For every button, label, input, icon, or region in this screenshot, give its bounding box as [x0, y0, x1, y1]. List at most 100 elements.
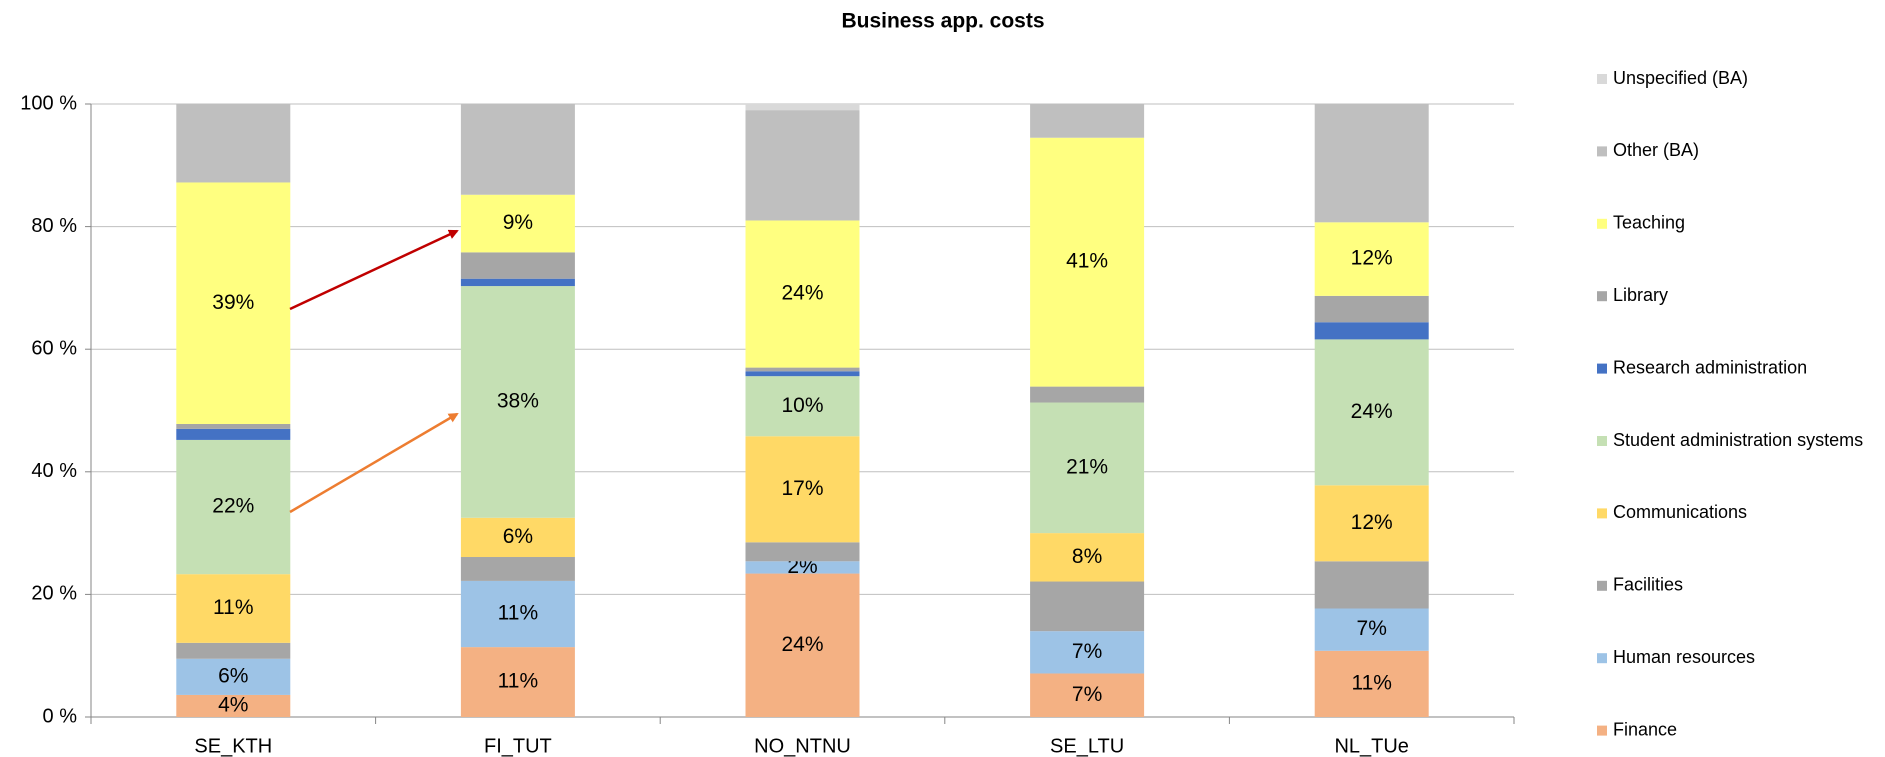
legend-swatch [1597, 146, 1607, 157]
data-label: 7% [1357, 617, 1387, 640]
legend-label: Unspecified (BA) [1613, 68, 1748, 88]
legend-swatch [1597, 725, 1607, 736]
data-label: 4% [218, 694, 248, 717]
data-label: 11% [213, 596, 253, 619]
bar-segment [460, 557, 575, 581]
bar-segment [1314, 485, 1429, 562]
data-label: 12% [1351, 511, 1393, 534]
legend-swatch [1597, 291, 1607, 302]
bar-segment [1030, 402, 1145, 534]
x-tick-label: SE_LTU [1050, 735, 1124, 757]
bar-segment [745, 542, 860, 562]
bar-segment [745, 436, 860, 543]
data-label: 17% [781, 477, 823, 500]
arrow [289, 229, 459, 311]
data-label: 24% [1351, 400, 1393, 423]
data-label: 6% [218, 664, 248, 687]
bar-segment [1030, 533, 1145, 582]
legend-label: Human resources [1613, 647, 1755, 667]
legend-label: Finance [1613, 719, 1677, 739]
bar-segment [745, 367, 860, 372]
data-label: 38% [497, 389, 539, 412]
bar-segment [745, 110, 860, 221]
bar-segment [176, 694, 291, 717]
bar-segment [176, 182, 291, 424]
bar-segment [1314, 295, 1429, 323]
bar-segment [460, 194, 575, 253]
legend-label: Communications [1613, 502, 1747, 522]
bar-segment [745, 561, 860, 574]
bar-segment [745, 573, 860, 717]
bar-segment [460, 104, 575, 195]
bar-segment [1314, 650, 1429, 717]
bar-segment [460, 517, 575, 558]
legend-label: Teaching [1613, 213, 1685, 233]
data-label: 39% [212, 291, 254, 314]
bar-segment [1314, 322, 1429, 340]
bar-segment [1030, 631, 1145, 674]
bar-segment [176, 439, 291, 575]
bar-segment [1314, 104, 1429, 223]
chart-title: Business app. costs [841, 10, 1044, 33]
bar-segment [1030, 581, 1145, 632]
bar-segment [460, 647, 575, 717]
bar-segment [460, 278, 575, 287]
data-label: 11% [498, 602, 538, 625]
data-label: 7% [1072, 640, 1102, 663]
bar-segment [460, 252, 575, 279]
bar-segment [1314, 339, 1429, 486]
y-tick-label: 0 % [43, 705, 78, 727]
legend-swatch [1597, 218, 1607, 229]
bar-segment [176, 658, 291, 695]
data-label: 24% [781, 633, 823, 656]
bar-segment [176, 642, 291, 659]
data-label: 9% [503, 211, 533, 234]
legend-label: Library [1613, 285, 1668, 305]
bar-segment [745, 376, 860, 437]
data-label: 7% [1072, 683, 1102, 706]
bar-segment [745, 104, 860, 111]
legend-swatch [1597, 74, 1607, 84]
y-tick-label: 60 % [31, 337, 77, 359]
bar-segment [460, 580, 575, 648]
legend-label: Research administration [1613, 357, 1807, 377]
data-label: 41% [1066, 250, 1108, 273]
legend-swatch [1597, 508, 1607, 519]
bar-segment [1030, 104, 1145, 138]
data-label: 24% [781, 282, 823, 305]
y-tick-label: 80 % [31, 215, 77, 237]
bar-segment [176, 423, 291, 429]
arrow [289, 412, 459, 514]
plot-area: 0 % 20 % 40 % 60 % 80 % 100 % SE_KTH 4% 6% 11% 22%… [20, 92, 1515, 757]
data-label: 8% [1072, 545, 1102, 568]
y-tick-label: 40 % [31, 460, 77, 482]
legend-swatch [1597, 653, 1607, 664]
x-tick-label: FI_TUT [484, 735, 552, 757]
data-label: 22% [212, 495, 254, 518]
data-label: 6% [503, 525, 533, 548]
bar-segment [745, 371, 860, 377]
legend-label: Student administration systems [1613, 430, 1863, 450]
bar-segment [1030, 673, 1145, 717]
bar-segment [745, 220, 860, 368]
data-label: 11% [1351, 671, 1391, 694]
bar-segment [1030, 137, 1145, 387]
legend-swatch [1597, 436, 1607, 446]
bar-segment [1314, 222, 1429, 296]
legend-label: Facilities [1613, 575, 1683, 595]
x-tick-label: SE_KTH [194, 735, 272, 757]
data-label: 10% [781, 394, 823, 417]
x-tick-label: NO_NTNU [754, 735, 851, 757]
y-tick-label: 100 % [20, 92, 77, 114]
bar-segment [460, 286, 575, 518]
bar-segment [1314, 561, 1429, 609]
bar-segment [1314, 608, 1429, 651]
bar-segment [176, 428, 291, 440]
bar-segment [176, 574, 291, 643]
legend-label: Other (BA) [1613, 140, 1699, 160]
data-label: 21% [1066, 455, 1108, 478]
bar-segment [176, 104, 291, 183]
x-tick-label: NL_TUe [1334, 735, 1408, 757]
y-tick-label: 20 % [31, 583, 77, 605]
